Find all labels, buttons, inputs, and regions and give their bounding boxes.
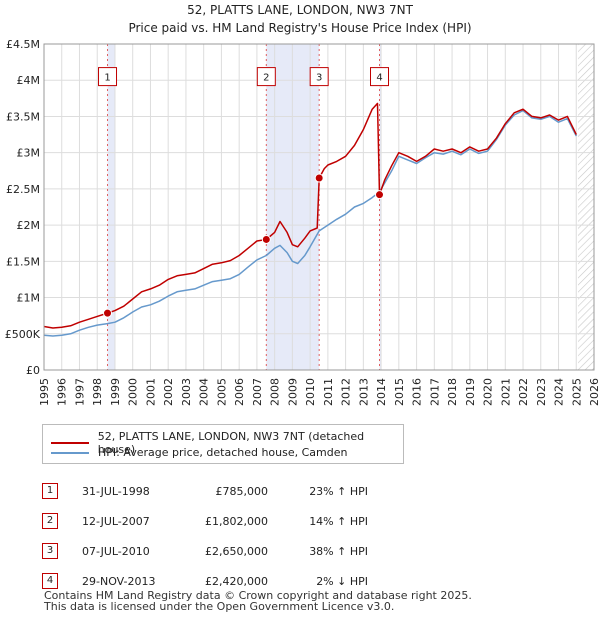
sales-table: 1 31-JUL-1998 £785,000 23% ↑ HPI 2 12-JU… xyxy=(42,476,368,596)
x-tick-label: 1996 xyxy=(56,378,69,406)
sale-date: 31-JUL-1998 xyxy=(82,484,150,498)
series-line xyxy=(43,109,577,337)
sale-date: 07-JUL-2010 xyxy=(82,544,150,558)
table-row: 4 29-NOV-2013 £2,420,000 2% ↓ HPI xyxy=(42,566,368,596)
x-tick-label: 2026 xyxy=(588,378,600,406)
sale-number-label: 1 xyxy=(104,73,110,84)
future-hatch xyxy=(578,44,594,370)
x-tick-label: 2012 xyxy=(340,378,353,406)
chart-title: 52, PLATTS LANE, LONDON, NW3 7NT xyxy=(187,3,413,17)
x-tick-label: 2004 xyxy=(198,378,211,406)
series-line xyxy=(43,102,577,329)
legend-swatch-property xyxy=(51,442,89,444)
x-tick-label: 1999 xyxy=(109,378,122,406)
legend: 52, PLATTS LANE, LONDON, NW3 7NT (detach… xyxy=(42,424,404,464)
sale-number-badge: 4 xyxy=(42,573,58,589)
legend-label-property: 52, PLATTS LANE, LONDON, NW3 7NT (detach… xyxy=(97,430,365,456)
x-tick-label: 2006 xyxy=(233,378,246,406)
x-tick-label: 2017 xyxy=(428,378,441,406)
x-tick-label: 1997 xyxy=(73,378,86,406)
x-tick-label: 2022 xyxy=(517,378,530,406)
sale-number-badge: 3 xyxy=(42,543,58,559)
x-tick-label: 2002 xyxy=(162,378,175,406)
sale-number-box xyxy=(98,67,118,87)
table-row: 1 31-JUL-1998 £785,000 23% ↑ HPI xyxy=(42,476,368,506)
x-tick-label: 2015 xyxy=(393,378,406,406)
x-tick-label: 2000 xyxy=(127,378,140,406)
sale-number-box xyxy=(256,67,276,87)
y-tick-label: £500K xyxy=(5,328,41,341)
x-tick-label: 2003 xyxy=(180,378,193,406)
x-tick-label: 2010 xyxy=(304,378,317,406)
sale-number-badge: 1 xyxy=(42,483,58,499)
sale-number-box xyxy=(370,67,389,87)
legend-item-hpi: HPI: Average price, detached house, Camd… xyxy=(51,446,347,459)
x-tick-label: 2019 xyxy=(464,378,477,406)
legend-label-hpi: HPI: Average price, detached house, Camd… xyxy=(98,446,348,459)
x-tick-label: 2016 xyxy=(411,378,424,406)
chart-subtitle: Price paid vs. HM Land Registry's House … xyxy=(128,21,471,35)
x-tick-label: 1998 xyxy=(91,378,104,406)
y-tick-label: £3M xyxy=(17,147,41,160)
shaded-period xyxy=(379,44,382,370)
x-tick-label: 2013 xyxy=(357,378,370,406)
sale-price: £1,802,000 xyxy=(205,514,268,528)
plot-area: 1 2 3 4 £0 £500K £1M £1.5M £2M £2.5M £3M £3.5M £4M £4… xyxy=(5,38,600,406)
price-chart: 52, PLATTS LANE, LONDON, NW3 7NT Price p… xyxy=(5,3,600,406)
x-tick-label: 2018 xyxy=(446,378,459,406)
y-tick-label: £0 xyxy=(26,364,40,377)
x-tick-label: 2024 xyxy=(553,378,566,406)
y-tick-label: £4.5M xyxy=(6,38,40,51)
x-tick-label: 2008 xyxy=(269,378,282,406)
sale-number-badge: 2 xyxy=(42,513,58,529)
plot-frame xyxy=(43,43,595,371)
x-tick-label: 2021 xyxy=(499,378,512,406)
x-tick-label: 1995 xyxy=(38,378,51,406)
sale-price: £785,000 xyxy=(215,484,269,498)
sale-number-box xyxy=(309,67,329,87)
x-tick-label: 2011 xyxy=(322,378,335,406)
x-tick-label: 2005 xyxy=(215,378,228,406)
footer: Contains HM Land Registry data © Crown c… xyxy=(44,590,472,612)
x-tick-label: 2020 xyxy=(482,378,495,406)
y-tick-label: £4M xyxy=(17,74,41,87)
sale-number-label: 2 xyxy=(263,73,269,84)
y-tick-label: £3.5M xyxy=(6,110,40,123)
sale-number-label: 4 xyxy=(376,73,382,84)
table-row: 2 12-JUL-2007 £1,802,000 14% ↑ HPI xyxy=(42,506,368,536)
sale-hpi-change: 23% ↑ HPI xyxy=(309,484,368,498)
x-tick-label: 2023 xyxy=(535,378,548,406)
shaded-period xyxy=(107,44,115,370)
y-tick-label: £1M xyxy=(17,292,41,305)
sale-hpi-change: 2% ↓ HPI xyxy=(316,574,368,588)
x-tick-label: 2014 xyxy=(375,378,388,406)
x-tick-label: 2007 xyxy=(251,378,264,406)
x-tick-label: 2001 xyxy=(144,378,157,406)
legend-swatch-hpi xyxy=(51,451,89,454)
sale-hpi-change: 38% ↑ HPI xyxy=(309,544,368,558)
x-tick-label: 2025 xyxy=(570,378,583,406)
x-tick-label: 2009 xyxy=(286,378,299,406)
sale-point xyxy=(103,308,113,318)
sale-price: £2,420,000 xyxy=(205,574,268,588)
sale-point xyxy=(375,190,384,200)
footer-licence: This data is licensed under the Open Gov… xyxy=(44,600,395,613)
sale-date: 12-JUL-2007 xyxy=(82,514,150,528)
sale-date: 29-NOV-2013 xyxy=(82,574,156,588)
sale-point xyxy=(261,234,271,244)
y-tick-label: £2M xyxy=(17,219,41,232)
sale-number-label: 3 xyxy=(316,73,322,84)
sale-point xyxy=(314,173,324,183)
sale-price: £2,650,000 xyxy=(205,544,268,558)
sale-hpi-change: 14% ↑ HPI xyxy=(309,514,368,528)
table-row: 3 07-JUL-2010 £2,650,000 38% ↑ HPI xyxy=(42,536,368,566)
legend-item-property: 52, PLATTS LANE, LONDON, NW3 7NT (detach… xyxy=(51,430,403,456)
footer-copyright: Contains HM Land Registry data © Crown c… xyxy=(44,589,472,602)
y-tick-label: £2.5M xyxy=(6,183,40,196)
y-tick-label: £1.5M xyxy=(6,255,40,268)
